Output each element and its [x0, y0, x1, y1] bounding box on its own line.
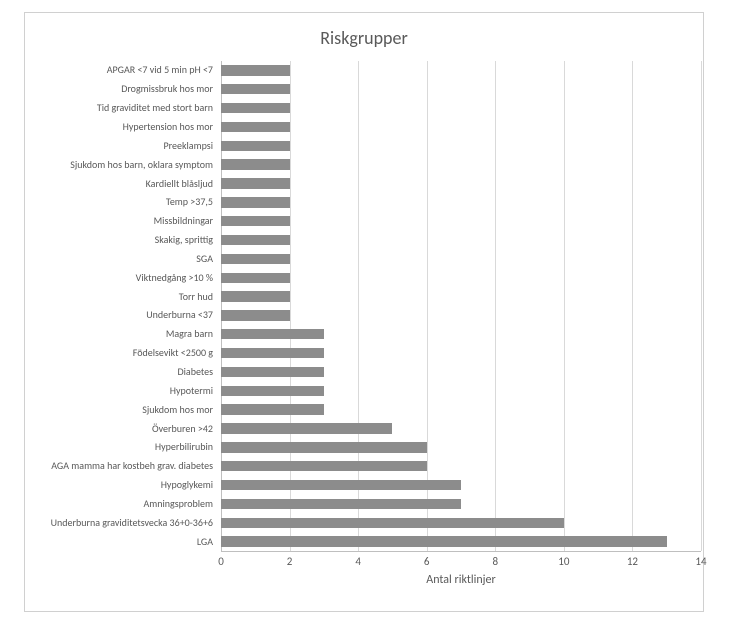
- bar: [221, 499, 461, 509]
- gridline: [221, 61, 222, 551]
- x-tick-label: 14: [695, 555, 706, 568]
- category-label: Torr hud: [179, 292, 213, 302]
- bar: [221, 442, 427, 452]
- category-label: Preeklampsi: [163, 141, 213, 151]
- bar: [221, 348, 324, 358]
- bar: [221, 329, 324, 339]
- category-label: Diabetes: [177, 367, 213, 377]
- bar: [221, 141, 290, 151]
- x-tick-label: 4: [355, 555, 361, 568]
- gridline: [358, 61, 359, 551]
- category-label: Amningsproblem: [143, 499, 213, 509]
- bar: [221, 122, 290, 132]
- category-label: APGAR <7 vid 5 min pH <7: [107, 65, 213, 75]
- chart-title: Riskgrupper: [25, 27, 703, 49]
- category-label: Temp >37,5: [166, 197, 213, 207]
- category-label: Missbildningar: [154, 216, 213, 226]
- category-label: Underburna graviditetsvecka 36+0-36+6: [51, 518, 213, 528]
- category-label: Överburen >42: [152, 424, 213, 434]
- x-axis-line: [221, 551, 701, 552]
- category-label: Hypertension hos mor: [123, 122, 213, 132]
- x-tick-label: 10: [558, 555, 569, 568]
- bar: [221, 216, 290, 226]
- category-label: Sjukdom hos mor: [142, 405, 213, 415]
- bar: [221, 480, 461, 490]
- category-label: Sjukdom hos barn, oklara symptom: [70, 160, 213, 170]
- x-tick-label: 6: [424, 555, 430, 568]
- bar: [221, 178, 290, 188]
- bar: [221, 235, 290, 245]
- gridline: [495, 61, 496, 551]
- category-label: Underburna <37: [146, 310, 213, 320]
- category-label: Viktnedgång >10 %: [136, 273, 213, 283]
- category-label: SGA: [196, 254, 213, 264]
- category-label: Hypoglykemi: [161, 480, 213, 490]
- gridline: [290, 61, 291, 551]
- bar: [221, 273, 290, 283]
- bar: [221, 310, 290, 320]
- category-label: Drogmissbruk hos mor: [121, 84, 213, 94]
- x-axis-title: Antal riktlinjer: [221, 573, 701, 587]
- bar: [221, 291, 290, 301]
- bar: [221, 254, 290, 264]
- bar: [221, 84, 290, 94]
- gridline: [427, 61, 428, 551]
- category-label: Hypotermi: [170, 386, 213, 396]
- gridline: [632, 61, 633, 551]
- bar: [221, 461, 427, 471]
- category-label: Hyperbilirubin: [155, 442, 213, 452]
- category-label: LGA: [197, 537, 213, 547]
- plot-area: [221, 61, 701, 551]
- bar: [221, 518, 564, 528]
- bar: [221, 65, 290, 75]
- bar: [221, 386, 324, 396]
- category-label: Magra barn: [166, 329, 213, 339]
- x-tick-label: 2: [287, 555, 293, 568]
- category-label: Kardiellt blåsljud: [146, 179, 213, 189]
- gridline: [701, 61, 702, 551]
- bar: [221, 103, 290, 113]
- chart-frame: Riskgrupper 0 2 4 6 8 10 12 14 APGAR <7 vid 5 min…: [24, 12, 704, 612]
- category-label: Tid graviditet med stort barn: [97, 103, 213, 113]
- category-label: AGA mamma har kostbeh grav. diabetes: [51, 461, 213, 471]
- bar: [221, 367, 324, 377]
- bar: [221, 197, 290, 207]
- category-label: Skakig, sprittig: [155, 235, 213, 245]
- bar: [221, 536, 667, 546]
- gridline: [564, 61, 565, 551]
- bar: [221, 423, 392, 433]
- x-tick-label: 12: [627, 555, 638, 568]
- category-label: Födelsevikt <2500 g: [133, 348, 213, 358]
- x-tick-label: 8: [492, 555, 498, 568]
- bar: [221, 159, 290, 169]
- bar: [221, 404, 324, 414]
- x-tick-label: 0: [218, 555, 224, 568]
